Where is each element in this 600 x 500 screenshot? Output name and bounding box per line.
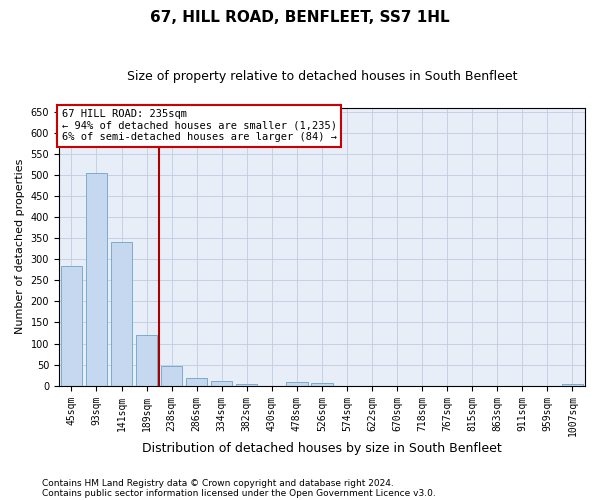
Title: Size of property relative to detached houses in South Benfleet: Size of property relative to detached ho… [127, 70, 517, 83]
Bar [311, 384, 332, 386]
Bar [86, 172, 107, 386]
Bar [286, 382, 308, 386]
Bar [161, 366, 182, 386]
Bar [236, 384, 257, 386]
Text: 67 HILL ROAD: 235sqm
← 94% of detached houses are smaller (1,235)
6% of semi-det: 67 HILL ROAD: 235sqm ← 94% of detached h… [62, 109, 337, 142]
Bar [61, 266, 82, 386]
Bar [211, 382, 232, 386]
X-axis label: Distribution of detached houses by size in South Benfleet: Distribution of detached houses by size … [142, 442, 502, 455]
Text: Contains public sector information licensed under the Open Government Licence v3: Contains public sector information licen… [42, 488, 436, 498]
Text: 67, HILL ROAD, BENFLEET, SS7 1HL: 67, HILL ROAD, BENFLEET, SS7 1HL [150, 10, 450, 25]
Bar [136, 335, 157, 386]
Bar [562, 384, 583, 386]
Bar [186, 378, 208, 386]
Bar [111, 242, 132, 386]
Y-axis label: Number of detached properties: Number of detached properties [15, 159, 25, 334]
Text: Contains HM Land Registry data © Crown copyright and database right 2024.: Contains HM Land Registry data © Crown c… [42, 478, 394, 488]
